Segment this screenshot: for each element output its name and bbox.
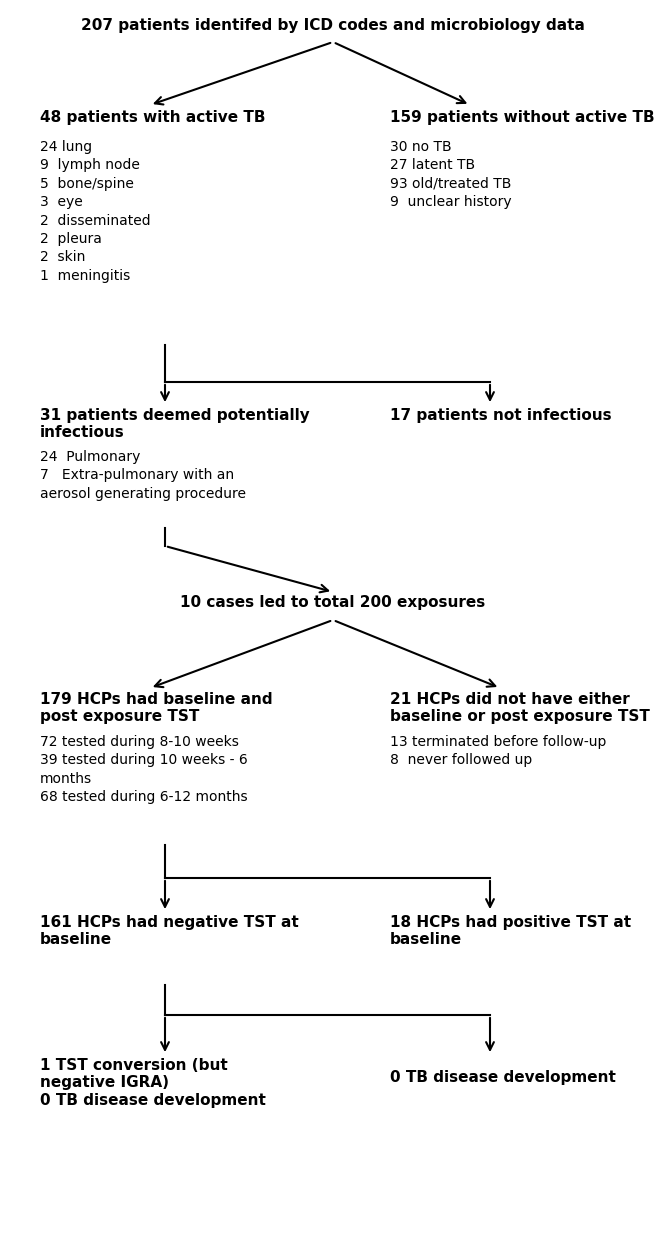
Text: 18 HCPs had positive TST at
baseline: 18 HCPs had positive TST at baseline (390, 915, 631, 947)
Text: 21 HCPs did not have either
baseline or post exposure TST: 21 HCPs did not have either baseline or … (390, 692, 650, 725)
Text: 179 HCPs had baseline and
post exposure TST: 179 HCPs had baseline and post exposure … (40, 692, 272, 725)
Text: 24 lung
9  lymph node
5  bone/spine
3  eye
2  disseminated
2  pleura
2  skin
1  : 24 lung 9 lymph node 5 bone/spine 3 eye … (40, 141, 151, 282)
Text: 10 cases led to total 200 exposures: 10 cases led to total 200 exposures (180, 596, 486, 610)
Text: 30 no TB
27 latent TB
93 old/treated TB
9  unclear history: 30 no TB 27 latent TB 93 old/treated TB … (390, 141, 511, 210)
Text: 159 patients without active TB: 159 patients without active TB (390, 110, 655, 125)
Text: 24  Pulmonary
7   Extra-pulmonary with an
aerosol generating procedure: 24 Pulmonary 7 Extra-pulmonary with an a… (40, 450, 246, 501)
Text: 31 patients deemed potentially
infectious: 31 patients deemed potentially infectiou… (40, 408, 310, 440)
Text: 207 patients identifed by ICD codes and microbiology data: 207 patients identifed by ICD codes and … (81, 18, 585, 33)
Text: 1 TST conversion (but
negative IGRA)
0 TB disease development: 1 TST conversion (but negative IGRA) 0 T… (40, 1058, 266, 1107)
Text: 72 tested during 8-10 weeks
39 tested during 10 weeks - 6
months
68 tested durin: 72 tested during 8-10 weeks 39 tested du… (40, 735, 248, 804)
Text: 13 terminated before follow-up
8  never followed up: 13 terminated before follow-up 8 never f… (390, 735, 606, 767)
Text: 17 patients not infectious: 17 patients not infectious (390, 408, 611, 423)
Text: 48 patients with active TB: 48 patients with active TB (40, 110, 266, 125)
Text: 161 HCPs had negative TST at
baseline: 161 HCPs had negative TST at baseline (40, 915, 299, 947)
Text: 0 TB disease development: 0 TB disease development (390, 1070, 616, 1085)
